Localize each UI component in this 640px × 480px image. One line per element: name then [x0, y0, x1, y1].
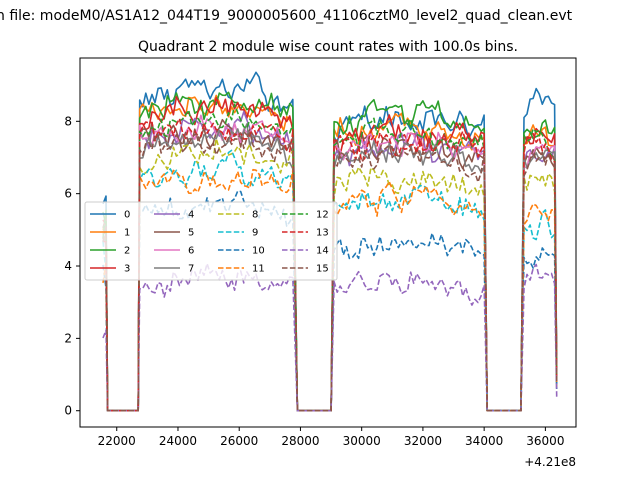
x-tick-label: 22000: [98, 434, 136, 448]
y-tick-label: 0: [64, 404, 72, 418]
series-line-9: [102, 149, 558, 412]
legend-label: 2: [124, 246, 130, 257]
legend-label: 7: [188, 264, 194, 275]
legend-label: 0: [124, 210, 130, 221]
legend-label: 8: [252, 210, 258, 221]
y-tick-label: 2: [64, 331, 72, 345]
legend-label: 11: [252, 264, 265, 275]
legend-label: 1: [124, 228, 130, 239]
x-tick-label: 28000: [281, 434, 319, 448]
x-tick-label: 26000: [220, 434, 258, 448]
legend-label: 12: [316, 210, 329, 221]
y-tick-label: 6: [64, 187, 72, 201]
legend-box: [84, 201, 338, 281]
x-tick-label: 24000: [159, 434, 197, 448]
x-tick-label: 34000: [465, 434, 503, 448]
legend-label: 5: [188, 228, 194, 239]
x-tick-label: 36000: [526, 434, 564, 448]
series-line-15: [102, 131, 558, 412]
chart-title: Quadrant 2 module wise count rates with …: [138, 39, 518, 55]
y-tick-label: 8: [64, 114, 72, 128]
legend-label: 13: [316, 228, 329, 239]
x-tick-label: 32000: [404, 434, 442, 448]
x-tick-label: 30000: [343, 434, 381, 448]
legend-label: 6: [188, 246, 194, 257]
figure-suptitle: n file: modeM0/AS1A12_044T19_9000005600_…: [0, 8, 573, 24]
x-offset-label: +4.21e8: [524, 455, 576, 469]
legend-label: 9: [252, 228, 258, 239]
y-axis: 0 2 4 6 8: [64, 114, 80, 418]
legend-label: 3: [124, 264, 130, 275]
x-axis: 22000 24000 26000 28000 30000 32000 34000 36000: [98, 427, 564, 448]
legend-label: 4: [188, 210, 194, 221]
legend-label: 10: [252, 246, 265, 257]
y-tick-label: 4: [64, 259, 72, 273]
plot-frame: [79, 57, 577, 428]
legend-label: 14: [316, 246, 329, 257]
legend-label: 15: [316, 264, 329, 275]
